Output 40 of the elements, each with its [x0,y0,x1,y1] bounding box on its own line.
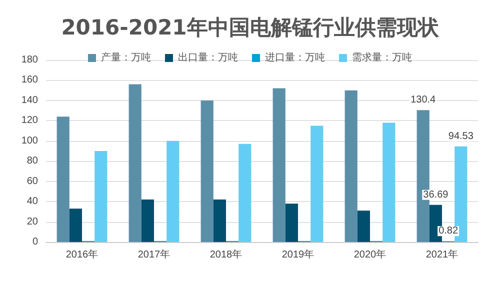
legend-label: 出口量：万吨 [178,52,238,64]
bar [213,200,226,242]
y-tick-label: 20 [26,216,38,228]
bar [69,208,82,242]
x-tick-label: 2017年 [138,248,170,260]
legend-label: 进口量：万吨 [265,52,325,64]
data-label: 94.53 [448,130,474,142]
y-tick-label: 180 [21,54,38,66]
x-tick-label: 2018年 [210,248,242,260]
data-label: 130.4 [410,94,436,106]
x-tick-label: 2019年 [282,248,314,260]
data-label: 36.69 [423,189,449,200]
bar [238,144,252,242]
bar [310,126,324,242]
y-tick-label: 160 [21,74,38,86]
bar [344,90,358,242]
bar [128,84,142,242]
bar [56,116,70,242]
legend-label: 产量：万吨 [101,52,151,64]
data-label: 0.82 [438,226,458,237]
bar [141,200,154,242]
chart-title: 2016-2021年中国电解锰行业供需现状 [61,16,440,40]
bar [285,204,298,242]
y-tick-label: 40 [26,196,38,208]
y-tick-label: 60 [26,176,38,187]
bar [166,140,180,242]
y-tick-label: 80 [26,156,38,167]
y-tick-label: 140 [21,94,38,106]
bar [272,88,286,242]
x-tick-label: 2016年 [66,248,98,260]
x-tick-label: 2020年 [354,248,386,260]
y-tick-label: 0 [32,236,38,248]
y-tick-label: 100 [21,135,38,146]
bar [357,210,370,242]
y-tick-label: 120 [21,115,38,126]
bar [382,122,396,242]
x-tick-label: 2021年 [426,248,458,260]
legend-label: 需求量：万吨 [352,52,412,64]
bar [200,100,214,242]
bar [94,151,108,242]
